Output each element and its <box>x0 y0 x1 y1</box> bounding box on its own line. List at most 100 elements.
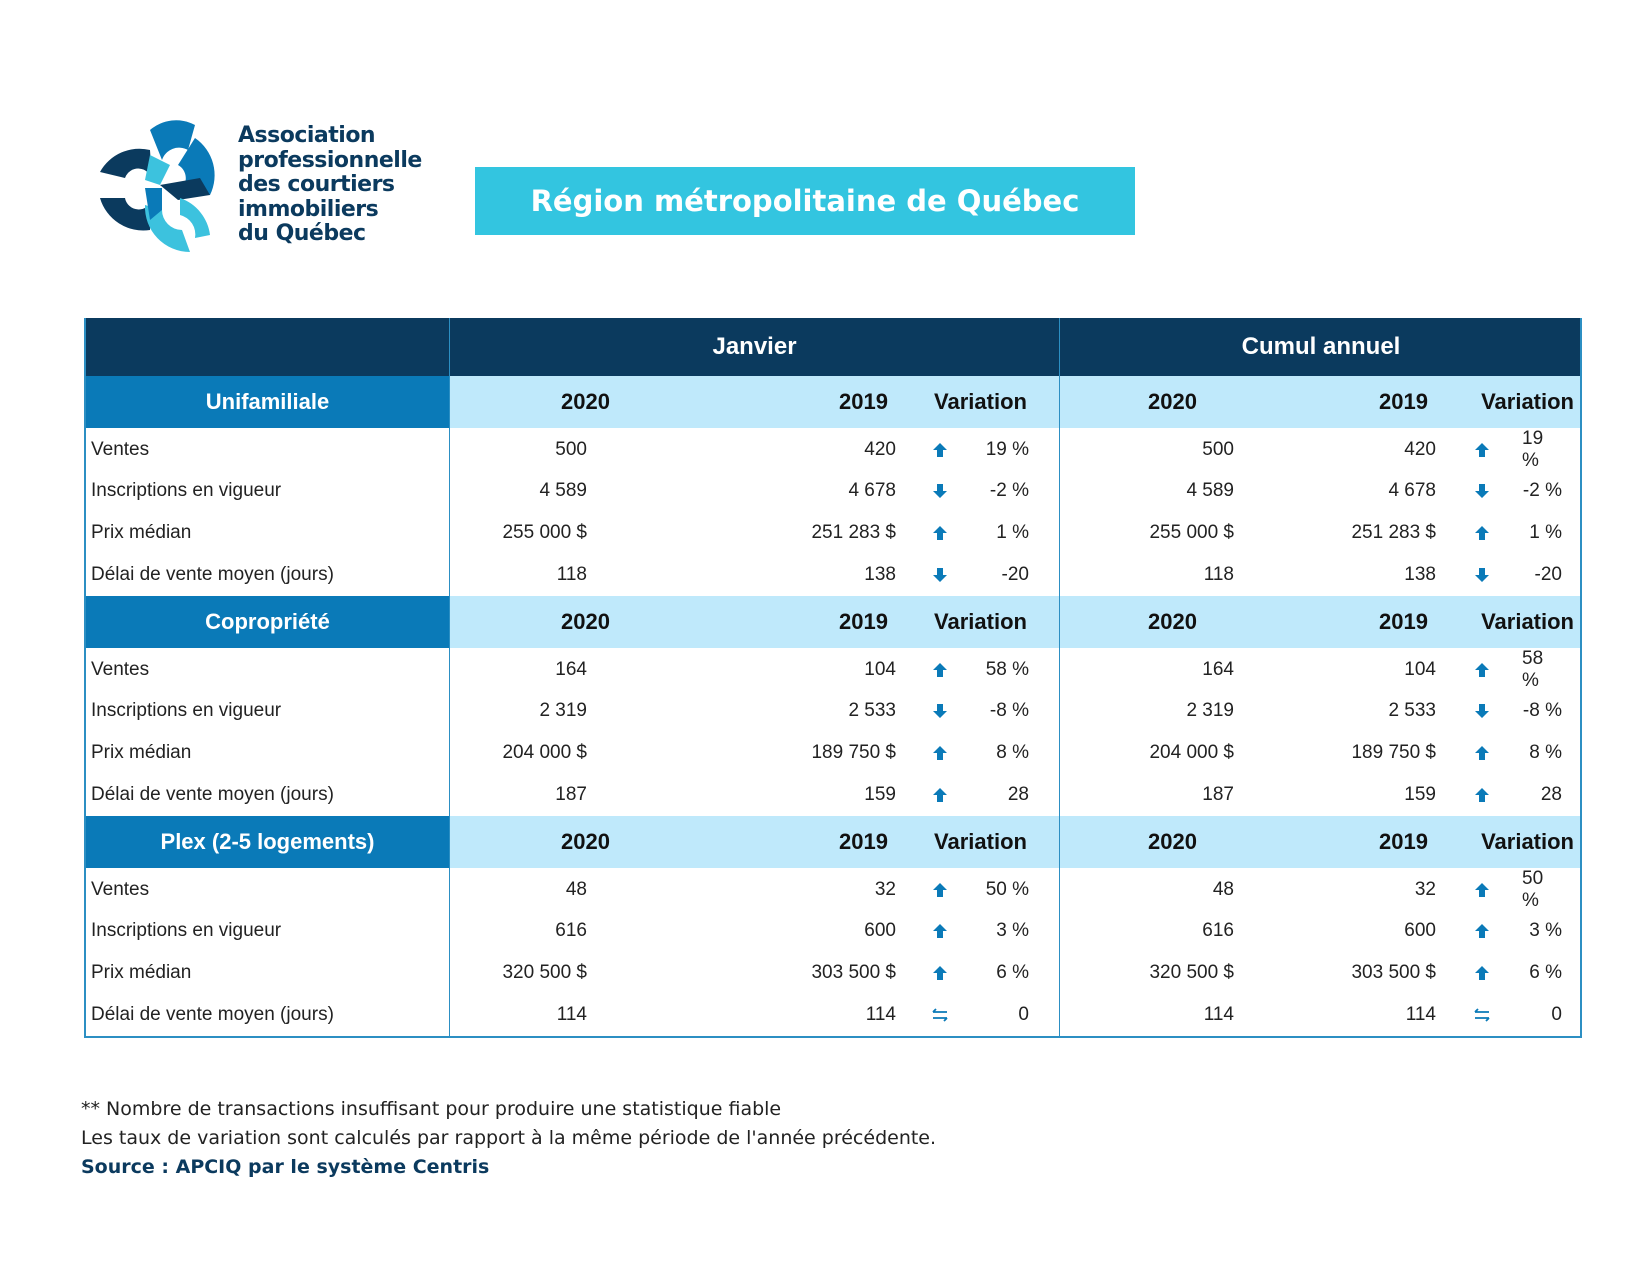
section-header-row: Unifamiliale 2020 2019 Variation 2020 20… <box>86 376 1580 428</box>
table-row: Prix médian 255 000 $ 251 283 $ 1 % 255 … <box>86 512 1580 554</box>
source-note: Source : APCIQ par le système Centris <box>81 1156 490 1178</box>
cumul-2019-value: 251 283 $ <box>1351 522 1436 543</box>
col-header-2019: 2019 <box>1379 829 1428 854</box>
cumul-2019-value: 159 <box>1404 784 1436 805</box>
cumul-variation-value: -20 <box>1534 564 1562 585</box>
arrow-up-icon <box>902 868 977 912</box>
janvier-2020-value: 255 000 $ <box>449 512 632 554</box>
cumul-2019-value: 600 <box>1404 920 1436 941</box>
arrow-up-icon <box>1442 774 1522 816</box>
table-row: Inscriptions en vigueur 2 319 2 533 -8 %… <box>86 690 1580 732</box>
cumul-2020-value: 500 <box>1059 428 1242 472</box>
arrow-up-icon <box>1442 952 1522 994</box>
janvier-2019-value: 4 678 <box>848 480 896 501</box>
cumul-variation-value: 1 % <box>1529 522 1562 543</box>
arrow-up-icon <box>902 648 977 692</box>
row-label: Délai de vente moyen (jours) <box>91 784 334 805</box>
cumul-2020-value: 320 500 $ <box>1059 952 1242 994</box>
janvier-2020-value: 500 <box>449 428 632 472</box>
section-name: Copropriété <box>86 596 449 648</box>
cumul-2019-value: 303 500 $ <box>1351 962 1436 983</box>
arrow-up-icon <box>902 774 977 816</box>
table-row: Ventes 48 32 50 % 48 32 50 % <box>86 868 1580 912</box>
cumul-2019-value: 138 <box>1404 564 1436 585</box>
arrow-up-icon <box>1442 428 1522 472</box>
row-label: Délai de vente moyen (jours) <box>91 564 334 585</box>
col-header-2019: 2019 <box>839 609 888 634</box>
cumul-2020-value: 616 <box>1059 910 1242 952</box>
table-row: Délai de vente moyen (jours) 118 138 -20… <box>86 554 1580 596</box>
logo-mark-icon <box>100 120 215 253</box>
janvier-variation-value: 6 % <box>996 962 1029 983</box>
statistics-table: Janvier Cumul annuel Unifamiliale 2020 2… <box>84 318 1582 1038</box>
stable-arrows-icon <box>1442 994 1522 1036</box>
cumul-2019-value: 2 533 <box>1388 700 1436 721</box>
cumul-2020-value: 204 000 $ <box>1059 732 1242 774</box>
cumul-2019-value: 420 <box>1404 439 1436 460</box>
footnote-insufficient: ** Nombre de transactions insuffisant po… <box>81 1098 782 1120</box>
cumul-2019-value: 189 750 $ <box>1351 742 1436 763</box>
col-header-2020: 2020 <box>1059 816 1242 868</box>
janvier-variation-value: 0 <box>1018 1004 1029 1025</box>
section-header-row: Copropriété 2020 2019 Variation 2020 201… <box>86 596 1580 648</box>
janvier-2020-value: 204 000 $ <box>449 732 632 774</box>
col-header-2020: 2020 <box>1059 596 1242 648</box>
col-header-2019: 2019 <box>839 389 888 414</box>
cumul-variation-value: 58 % <box>1522 648 1544 691</box>
janvier-2019-value: 2 533 <box>848 700 896 721</box>
janvier-variation-value: -2 % <box>989 480 1029 501</box>
cumul-2020-value: 255 000 $ <box>1059 512 1242 554</box>
cumul-variation-value: 50 % <box>1522 868 1544 911</box>
arrow-down-icon <box>902 470 977 512</box>
col-header-variation: Variation <box>1481 609 1574 634</box>
janvier-variation-value: 1 % <box>996 522 1029 543</box>
section-name: Unifamiliale <box>86 376 449 428</box>
janvier-variation-value: 19 % <box>985 439 1029 460</box>
region-title-banner: Région métropolitaine de Québec <box>475 167 1135 235</box>
janvier-2019-value: 114 <box>865 1004 896 1025</box>
col-header-variation: Variation <box>1481 389 1574 414</box>
col-header-variation: Variation <box>934 389 1027 414</box>
janvier-2019-value: 600 <box>864 920 896 941</box>
janvier-2019-value: 159 <box>864 784 896 805</box>
arrow-up-icon <box>1442 910 1522 952</box>
cumul-2020-value: 2 319 <box>1059 690 1242 732</box>
cumul-variation-value: 8 % <box>1529 742 1562 763</box>
table-row: Délai de vente moyen (jours) 114 114 0 1… <box>86 994 1580 1036</box>
col-header-variation: Variation <box>1481 829 1574 854</box>
cumul-variation-value: 19 % <box>1522 428 1544 471</box>
cumul-variation-value: 3 % <box>1529 920 1562 941</box>
janvier-2019-value: 32 <box>874 879 896 900</box>
col-header-variation: Variation <box>934 829 1027 854</box>
janvier-2019-value: 189 750 $ <box>811 742 896 763</box>
row-label: Inscriptions en vigueur <box>91 920 282 941</box>
footnote-variation: Les taux de variation sont calculés par … <box>81 1127 937 1149</box>
janvier-2019-value: 420 <box>864 439 896 460</box>
arrow-up-icon <box>902 910 977 952</box>
period-header-row: Janvier Cumul annuel <box>86 318 1580 376</box>
janvier-variation-value: -20 <box>1001 564 1029 585</box>
cumul-2019-value: 104 <box>1404 659 1436 680</box>
cumul-2020-value: 187 <box>1059 774 1242 816</box>
col-header-2020: 2020 <box>449 816 632 868</box>
janvier-2020-value: 4 589 <box>449 470 632 512</box>
arrow-up-icon <box>902 732 977 774</box>
cumul-variation-value: -8 % <box>1522 700 1562 721</box>
arrow-down-icon <box>902 690 977 732</box>
col-header-2020: 2020 <box>449 596 632 648</box>
table-row: Ventes 500 420 19 % 500 420 19 % <box>86 428 1580 472</box>
table-row: Inscriptions en vigueur 616 600 3 % 616 … <box>86 910 1580 952</box>
logo-text: Association professionnelle des courtier… <box>238 123 422 246</box>
janvier-2020-value: 118 <box>449 554 632 596</box>
table-row: Ventes 164 104 58 % 164 104 58 % <box>86 648 1580 692</box>
arrow-up-icon <box>1442 512 1522 554</box>
col-header-2019: 2019 <box>839 829 888 854</box>
section-header-row: Plex (2-5 logements) 2020 2019 Variation… <box>86 816 1580 868</box>
janvier-2019-value: 104 <box>864 659 896 680</box>
janvier-variation-value: 50 % <box>985 879 1029 900</box>
janvier-2020-value: 48 <box>449 868 632 912</box>
arrow-up-icon <box>902 952 977 994</box>
table-row: Inscriptions en vigueur 4 589 4 678 -2 %… <box>86 470 1580 512</box>
row-label: Ventes <box>91 659 150 680</box>
apciq-logo: Association professionnelle des courtier… <box>100 120 430 255</box>
